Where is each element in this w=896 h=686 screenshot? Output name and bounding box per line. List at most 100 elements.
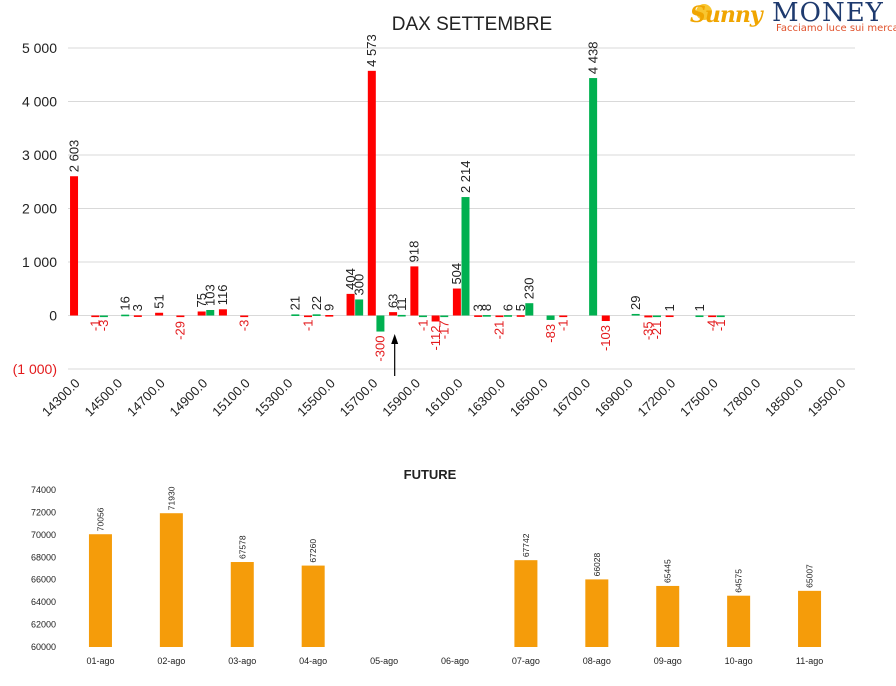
data-label: -4 <box>704 320 719 332</box>
data-label: 2 603 <box>66 140 81 173</box>
data-label: 230 <box>522 277 537 299</box>
y-tick-label: 70000 <box>31 530 56 540</box>
data-label: 4 573 <box>364 34 379 67</box>
y-tick-label: 64000 <box>31 597 56 607</box>
x-tick-label: 15100.0 <box>209 376 253 420</box>
call-bar <box>546 315 555 320</box>
future-bar <box>798 590 822 647</box>
sunny-money-logo: Sunny MONEY Facciamo luce sui mercati <box>690 0 896 38</box>
put-bar <box>644 315 653 318</box>
data-label: 504 <box>449 263 464 285</box>
call-bar <box>312 314 321 316</box>
x-tick-label: 14300.0 <box>39 376 83 420</box>
x-tick-label: 16500.0 <box>507 376 551 420</box>
x-tick-label: 06-ago <box>441 656 469 666</box>
x-tick-label: 04-ago <box>299 656 327 666</box>
x-tick-label: 16300.0 <box>464 376 508 420</box>
data-label: 300 <box>351 274 366 296</box>
data-label: 70056 <box>95 507 105 531</box>
x-tick-label: 19500.0 <box>805 376 849 420</box>
x-tick-label: 01-ago <box>86 656 114 666</box>
data-label: -1 <box>556 320 571 332</box>
y-tick-label: 3 000 <box>22 147 57 163</box>
x-tick-label: 02-ago <box>157 656 185 666</box>
data-label: 1 <box>692 304 707 311</box>
data-label: 29 <box>628 295 643 309</box>
future-bar <box>88 534 112 647</box>
data-label: 404 <box>343 268 358 290</box>
data-label: 1 <box>662 304 677 311</box>
put-bar <box>559 315 568 318</box>
x-tick-label: 17800.0 <box>720 376 764 420</box>
put-bar <box>197 311 206 316</box>
logo-tagline: Facciamo luce sui mercati <box>776 23 896 34</box>
future-bar <box>585 579 609 647</box>
data-label: -103 <box>598 325 613 351</box>
chart-title: FUTURE <box>404 467 457 482</box>
y-tick-label: 68000 <box>31 552 56 562</box>
annotation-arrow-head <box>391 334 399 344</box>
put-bar <box>665 315 674 318</box>
data-label: -1 <box>88 320 103 332</box>
call-bar <box>397 314 406 317</box>
call-bar <box>461 197 470 316</box>
y-tick-label: 0 <box>49 308 57 324</box>
data-label: 67742 <box>521 533 531 557</box>
call-bar <box>355 299 364 316</box>
x-tick-label: 14500.0 <box>81 376 125 420</box>
future-bar <box>727 595 751 647</box>
put-bar <box>240 315 249 318</box>
y-tick-label: 1 000 <box>22 254 57 270</box>
logo-money-text: MONEY <box>772 0 884 28</box>
sun-icon <box>696 4 712 20</box>
x-tick-label: 11-ago <box>796 656 823 666</box>
data-label: -1 <box>713 320 728 332</box>
data-label: -83 <box>543 324 558 343</box>
data-label: 8 <box>479 304 494 311</box>
x-tick-label: 15700.0 <box>337 376 381 420</box>
call-bar <box>440 315 449 318</box>
put-bar <box>516 315 525 317</box>
call-bar <box>418 315 427 318</box>
chart-title: DAX SETTEMBRE <box>392 14 552 35</box>
x-tick-label: 08-ago <box>583 656 611 666</box>
call-bar <box>99 315 108 318</box>
x-tick-label: 03-ago <box>228 656 256 666</box>
data-label: 65007 <box>805 564 815 588</box>
data-label: -35 <box>641 321 656 340</box>
data-label: 3 <box>470 304 485 311</box>
y-tick-label: 66000 <box>31 575 56 585</box>
y-tick-label: 72000 <box>31 507 56 517</box>
x-tick-label: 14700.0 <box>124 376 168 420</box>
x-tick-label: 16100.0 <box>422 376 466 420</box>
data-label: 6 <box>500 304 515 311</box>
data-label: 9 <box>322 304 337 311</box>
x-tick-label: 15300.0 <box>252 376 296 420</box>
data-label: 51 <box>151 294 166 308</box>
put-bar <box>325 315 334 317</box>
call-bar <box>121 314 130 317</box>
data-label: 3 <box>130 304 145 311</box>
x-tick-label: 10-ago <box>725 656 753 666</box>
data-label: 75 <box>194 293 209 307</box>
data-label: -3 <box>236 320 251 332</box>
data-label: 4 438 <box>585 42 600 75</box>
call-bar <box>652 315 661 318</box>
x-tick-label: 17500.0 <box>677 376 721 420</box>
put-bar <box>601 315 610 322</box>
data-label: -21 <box>649 321 664 340</box>
data-label: 116 <box>215 285 230 306</box>
put-bar <box>346 293 355 316</box>
data-label: 64575 <box>734 569 744 593</box>
data-label: -112 <box>428 325 443 350</box>
x-tick-label: 15500.0 <box>294 376 338 420</box>
data-label: 67260 <box>308 539 318 563</box>
data-label: 16 <box>117 296 132 310</box>
data-label: 21 <box>288 296 303 310</box>
data-label: -300 <box>373 336 388 362</box>
call-bar <box>206 309 215 316</box>
future-bar <box>514 560 538 647</box>
call-bar <box>525 303 534 316</box>
y-tick-label: 4 000 <box>22 94 57 110</box>
data-label: 67578 <box>237 535 247 559</box>
